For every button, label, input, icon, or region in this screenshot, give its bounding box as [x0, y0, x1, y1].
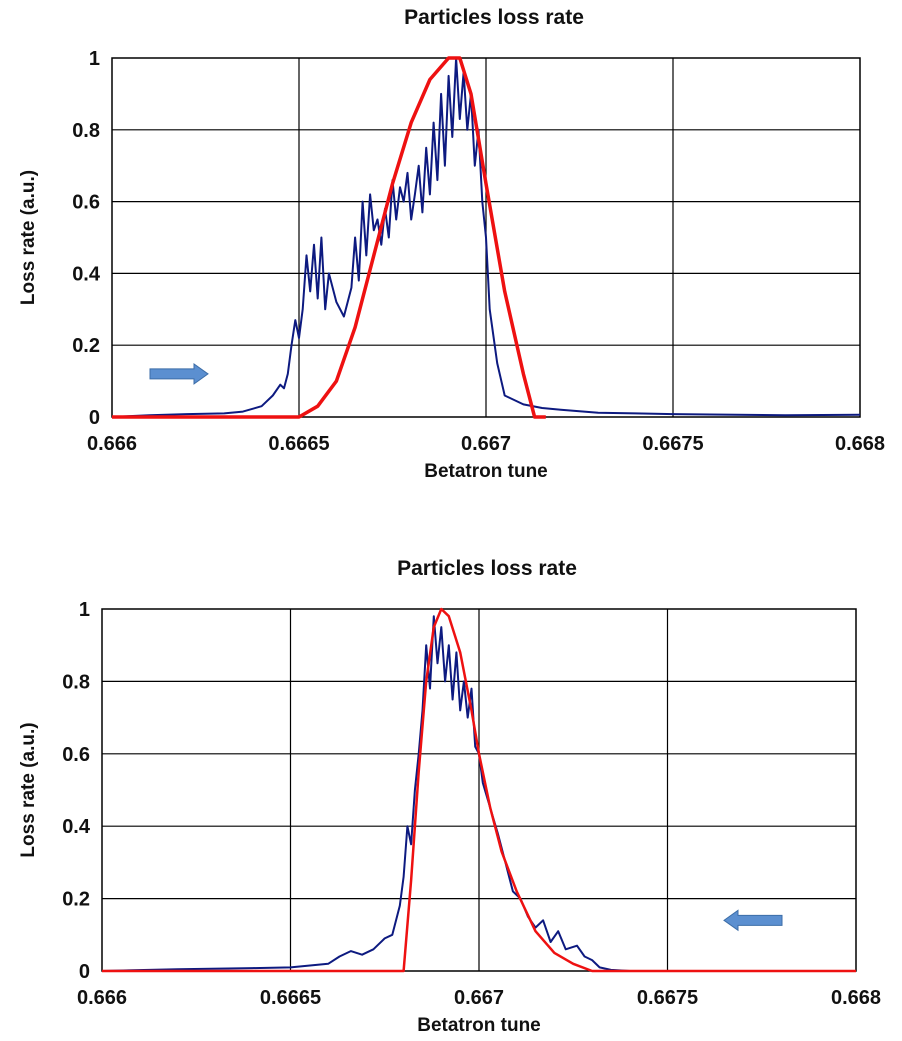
y-axis-label: Loss rate (a.u.) [18, 722, 39, 857]
x-tick-label: 0.6675 [637, 987, 698, 1009]
y-tick-label: 1 [89, 48, 100, 70]
series-line-measured [111, 57, 861, 418]
y-tick-label: 0.8 [62, 671, 90, 693]
chart-panel-bottom: Particles loss rate 0.666 0.6665 0.667 0.667… [0, 521, 902, 1041]
y-axis-label: Loss rate (a.u.) [18, 170, 39, 305]
x-tick-label: 0.668 [831, 987, 881, 1009]
series-line-fit [102, 607, 856, 973]
chart-panel-top: Particles loss rate 0.666 0.6665 0.667 0.667… [0, 0, 902, 520]
chart-svg-top: Particles loss rate 0.666 0.6665 0.667 0.667… [18, 6, 885, 482]
x-tick-label: 0.6675 [642, 433, 703, 455]
x-tick-label: 0.6665 [260, 987, 321, 1009]
x-tick-label: 0.666 [77, 987, 127, 1009]
y-tick-label: 0.2 [72, 335, 100, 357]
y-tick-label: 1 [79, 599, 90, 621]
y-tick-label: 0.6 [62, 744, 90, 766]
x-tick-label: 0.666 [87, 433, 137, 455]
x-tick-label: 0.667 [461, 433, 511, 455]
x-tick-label: 0.668 [835, 433, 885, 455]
chart-title: Particles loss rate [397, 557, 577, 580]
y-tick-label: 0.2 [62, 889, 90, 911]
arrow-right-icon [149, 362, 209, 385]
y-tick-label: 0 [79, 961, 90, 983]
series-line-fit [112, 56, 546, 419]
x-axis-label: Betatron tune [417, 1015, 541, 1036]
y-tick-label: 0.8 [72, 120, 100, 142]
chart-svg-bottom: Particles loss rate 0.666 0.6665 0.667 0.667… [18, 557, 881, 1036]
chart-title: Particles loss rate [404, 6, 584, 29]
arrow-left-icon [723, 909, 783, 932]
y-tick-label: 0.4 [72, 263, 101, 285]
x-tick-label: 0.667 [454, 987, 504, 1009]
y-tick-label: 0 [89, 407, 100, 429]
y-tick-label: 0.6 [72, 192, 100, 214]
x-axis-label: Betatron tune [424, 461, 548, 482]
y-tick-label: 0.4 [62, 816, 91, 838]
x-tick-label: 0.6665 [268, 433, 329, 455]
series-line-measured [101, 615, 856, 972]
